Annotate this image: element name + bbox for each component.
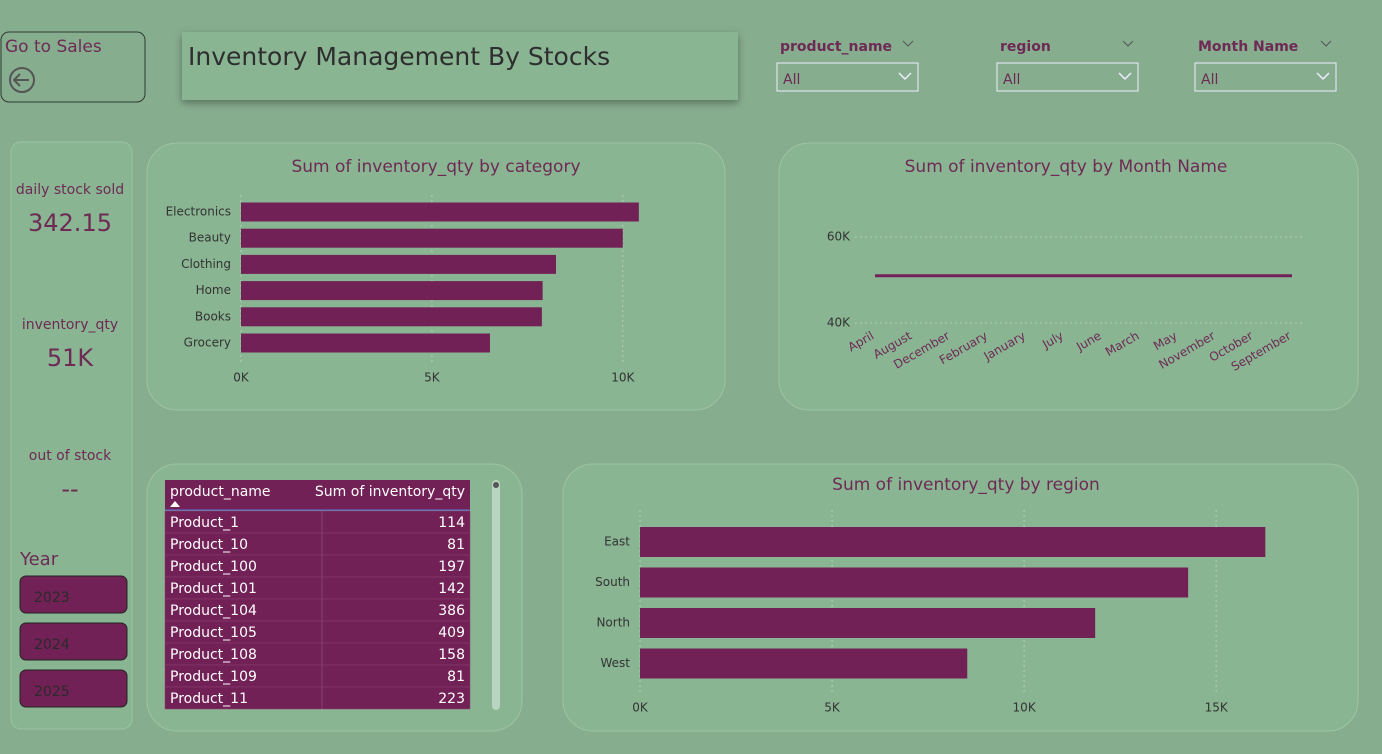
bar[interactable]	[640, 567, 1189, 598]
card-value: --	[61, 475, 78, 503]
chevron	[1118, 72, 1132, 81]
card-label: inventory_qty	[22, 317, 118, 333]
back-icon[interactable]	[9, 67, 35, 93]
y-tick-label: North	[596, 616, 630, 630]
bar[interactable]	[241, 333, 490, 353]
scrollbar[interactable]	[492, 480, 500, 710]
x-tick-label: 0K	[233, 371, 250, 385]
y-tick-label: Electronics	[166, 205, 231, 219]
x-tick-label: 0K	[632, 701, 649, 715]
dropdown[interactable]	[996, 62, 1139, 92]
card-label: out of stock	[29, 448, 112, 464]
cell: 409	[438, 625, 465, 641]
card-value: 51K	[47, 344, 95, 372]
bar[interactable]	[241, 254, 556, 274]
cell: Product_1	[170, 515, 239, 531]
title-box	[182, 32, 738, 100]
cell: 114	[438, 515, 465, 531]
filter-label: region	[1000, 39, 1051, 55]
bar[interactable]	[241, 228, 623, 248]
y-tick-label: Home	[196, 283, 231, 297]
table-header	[165, 480, 470, 510]
cell: 81	[447, 669, 465, 685]
y-tick-label: Grocery	[184, 336, 231, 350]
y-tick-label: 40K	[827, 316, 851, 330]
cell: 386	[438, 603, 465, 619]
dropdown-value[interactable]: All	[783, 72, 800, 88]
year-label[interactable]: 2023	[34, 590, 70, 606]
dropdown-value[interactable]: All	[1201, 72, 1218, 88]
column-header[interactable]: product_name	[170, 484, 271, 500]
button-label[interactable]: Go to Sales	[5, 37, 102, 57]
bar[interactable]	[640, 648, 968, 679]
x-tick-label: 10K	[1013, 701, 1037, 715]
bar[interactable]	[241, 202, 639, 222]
cell: 81	[447, 537, 465, 553]
year-label[interactable]: 2025	[34, 684, 70, 700]
chevron	[902, 40, 914, 47]
year-button[interactable]	[19, 575, 128, 614]
y-tick-label: Clothing	[181, 257, 231, 271]
cell: 197	[438, 559, 465, 575]
x-tick-label: 10K	[611, 371, 635, 385]
chart-title: Sum of inventory_qty by Month Name	[905, 157, 1228, 177]
card-value: 342.15	[28, 209, 112, 237]
page-title: Inventory Management By Stocks	[188, 42, 610, 71]
y-tick-label: West	[600, 656, 630, 670]
cell: Product_104	[170, 603, 257, 619]
chevron	[1320, 40, 1332, 47]
y-tick-label: East	[604, 535, 630, 549]
cell: Product_10	[170, 537, 248, 553]
dropdown-value[interactable]: All	[1003, 72, 1020, 88]
y-tick-label: Books	[195, 309, 231, 323]
chart-title: Sum of inventory_qty by category	[291, 157, 580, 177]
card-label: daily stock sold	[16, 182, 124, 198]
cell: 158	[438, 647, 465, 663]
year-button[interactable]	[19, 622, 128, 661]
column-header[interactable]: Sum of inventory_qty	[315, 484, 465, 500]
dropdown[interactable]	[776, 62, 919, 92]
cell: Product_11	[170, 691, 248, 707]
filter-label: product_name	[780, 39, 892, 55]
cell: Product_108	[170, 647, 257, 663]
cell: Product_101	[170, 581, 257, 597]
slicer-title: Year	[19, 549, 59, 570]
chevron	[1122, 40, 1134, 47]
year-button[interactable]	[19, 669, 128, 708]
bar[interactable]	[241, 281, 543, 301]
y-tick-label: 60K	[827, 230, 851, 244]
bar[interactable]	[640, 527, 1266, 557]
dropdown[interactable]	[1194, 62, 1337, 92]
chart-title: Sum of inventory_qty by region	[832, 475, 1100, 495]
chevron	[1316, 72, 1330, 81]
x-tick-label: 5K	[424, 371, 441, 385]
cell: 142	[438, 581, 465, 597]
filter-label: Month Name	[1198, 39, 1298, 55]
go-to-sales-button[interactable]	[0, 31, 146, 103]
year-label[interactable]: 2024	[34, 637, 70, 653]
table-row	[164, 686, 471, 710]
cell: Product_109	[170, 669, 257, 685]
scroll-thumb[interactable]	[493, 482, 499, 488]
chevron	[898, 72, 912, 81]
x-tick-label: 5K	[824, 701, 841, 715]
bar[interactable]	[640, 608, 1096, 638]
y-tick-label: Beauty	[189, 231, 231, 245]
cell: Product_105	[170, 625, 257, 641]
bar[interactable]	[241, 307, 542, 327]
cell: 223	[438, 691, 465, 707]
x-tick-label: 15K	[1205, 701, 1229, 715]
sort-arrow	[170, 501, 180, 507]
y-tick-label: South	[595, 575, 630, 589]
cell: Product_100	[170, 559, 257, 575]
